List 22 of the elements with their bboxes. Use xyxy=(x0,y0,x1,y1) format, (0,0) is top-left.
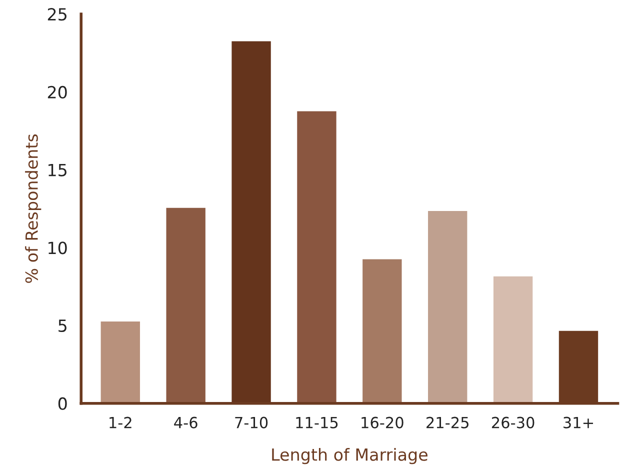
y-tick-label: 10 xyxy=(48,242,67,254)
x-tick-label: 16-20 xyxy=(362,416,404,428)
y-tick-label: 15 xyxy=(48,164,66,176)
bar xyxy=(99,320,142,404)
x-tick-label: 26-30 xyxy=(492,416,534,428)
x-tick-label: 1-2 xyxy=(110,416,132,428)
x-axis-title: Length of Marriage xyxy=(272,448,428,464)
y-tick-label: 5 xyxy=(58,320,66,332)
bar xyxy=(361,258,404,404)
x-tick-label: 31+ xyxy=(564,416,593,428)
x-tick-label: 7-10 xyxy=(235,416,268,428)
x-tick-label: 4-6 xyxy=(174,416,198,428)
x-tick-label: 11-15 xyxy=(296,417,338,428)
bar xyxy=(492,274,534,404)
bar xyxy=(426,210,469,404)
x-tick-label: 21-25 xyxy=(426,416,468,428)
bar xyxy=(164,206,207,404)
y-tick-label: 25 xyxy=(48,8,66,21)
y-tick-label: 20 xyxy=(48,86,67,98)
y-tick-label: 0 xyxy=(58,397,67,410)
y-axis-title: % of Respondents xyxy=(25,134,42,283)
bar xyxy=(296,110,338,404)
